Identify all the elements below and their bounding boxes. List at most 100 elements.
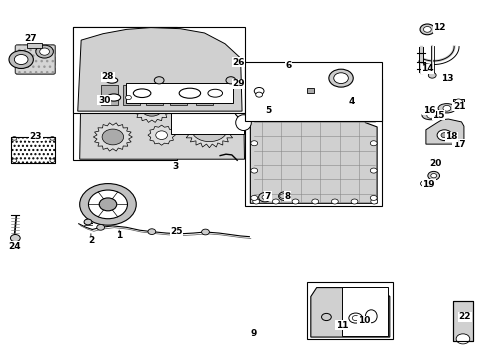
Text: 23: 23 (29, 132, 42, 141)
Text: 12: 12 (432, 23, 445, 32)
Circle shape (50, 136, 55, 140)
Circle shape (442, 105, 450, 111)
Circle shape (250, 113, 257, 118)
Text: 1: 1 (116, 231, 122, 240)
Circle shape (212, 103, 225, 113)
Circle shape (99, 198, 117, 211)
Circle shape (430, 174, 436, 178)
Circle shape (147, 105, 157, 112)
Text: 5: 5 (264, 105, 270, 114)
Circle shape (272, 199, 279, 204)
Circle shape (102, 129, 123, 145)
Text: 25: 25 (170, 228, 182, 237)
Bar (306, 88, 314, 93)
Circle shape (454, 99, 462, 105)
Ellipse shape (233, 98, 255, 119)
Polygon shape (250, 84, 376, 203)
Circle shape (250, 141, 257, 146)
Bar (452, 301, 472, 341)
Circle shape (436, 130, 451, 140)
Text: 9: 9 (249, 329, 256, 338)
Text: 4: 4 (348, 96, 354, 105)
Text: 26: 26 (232, 58, 244, 67)
Ellipse shape (437, 104, 455, 113)
Text: 29: 29 (232, 80, 244, 89)
Circle shape (350, 84, 357, 89)
Text: 7: 7 (264, 192, 270, 201)
Text: 30: 30 (98, 96, 110, 105)
Circle shape (252, 84, 259, 89)
Bar (73, 27, 177, 160)
Circle shape (88, 190, 127, 219)
Text: 22: 22 (458, 312, 470, 321)
Circle shape (369, 113, 376, 118)
Text: 24: 24 (8, 242, 20, 251)
Bar (122, 85, 140, 105)
Circle shape (97, 225, 104, 230)
Circle shape (258, 193, 271, 202)
Polygon shape (425, 119, 463, 144)
Circle shape (106, 90, 118, 98)
Ellipse shape (421, 111, 439, 120)
Text: 6: 6 (285, 61, 291, 70)
Circle shape (40, 48, 49, 55)
Circle shape (12, 159, 17, 162)
Circle shape (423, 27, 430, 32)
Ellipse shape (279, 194, 289, 199)
Ellipse shape (235, 115, 251, 131)
Circle shape (331, 199, 338, 204)
Bar (11, 137, 55, 163)
Circle shape (331, 84, 338, 89)
Circle shape (80, 184, 136, 225)
Circle shape (333, 73, 347, 84)
Circle shape (156, 131, 167, 139)
Circle shape (148, 229, 156, 234)
Ellipse shape (207, 89, 222, 97)
Bar (306, 282, 392, 338)
Circle shape (98, 84, 125, 104)
Bar (73, 27, 245, 113)
Text: 16: 16 (422, 105, 434, 114)
Circle shape (440, 133, 447, 138)
Polygon shape (148, 125, 175, 145)
Circle shape (427, 72, 435, 78)
Circle shape (255, 92, 262, 97)
Circle shape (262, 195, 267, 199)
Circle shape (426, 113, 434, 118)
Circle shape (188, 85, 207, 99)
Circle shape (190, 114, 227, 141)
Bar (452, 99, 463, 105)
Polygon shape (177, 99, 204, 119)
Circle shape (370, 84, 377, 89)
Circle shape (321, 314, 330, 320)
Bar (171, 75, 243, 134)
Circle shape (348, 313, 362, 323)
Text: 13: 13 (440, 75, 452, 84)
Bar (146, 85, 163, 105)
Text: 20: 20 (428, 159, 441, 168)
Bar (170, 85, 187, 105)
Ellipse shape (365, 310, 376, 323)
Circle shape (311, 199, 318, 204)
Circle shape (455, 334, 469, 344)
Text: 28: 28 (102, 72, 114, 81)
Bar (11, 137, 55, 163)
Circle shape (369, 141, 376, 146)
Polygon shape (310, 288, 389, 337)
Circle shape (184, 104, 197, 114)
Bar (341, 287, 387, 336)
Text: 27: 27 (24, 34, 37, 43)
Circle shape (254, 87, 264, 95)
Circle shape (84, 219, 92, 225)
Text: 8: 8 (284, 192, 290, 201)
Circle shape (291, 84, 298, 89)
Text: 18: 18 (445, 132, 457, 141)
Circle shape (36, 45, 53, 58)
Circle shape (252, 199, 259, 204)
Ellipse shape (179, 88, 200, 98)
Text: 3: 3 (172, 162, 178, 171)
Circle shape (350, 199, 357, 204)
Circle shape (201, 229, 209, 235)
Circle shape (154, 77, 163, 84)
Bar (245, 62, 381, 121)
